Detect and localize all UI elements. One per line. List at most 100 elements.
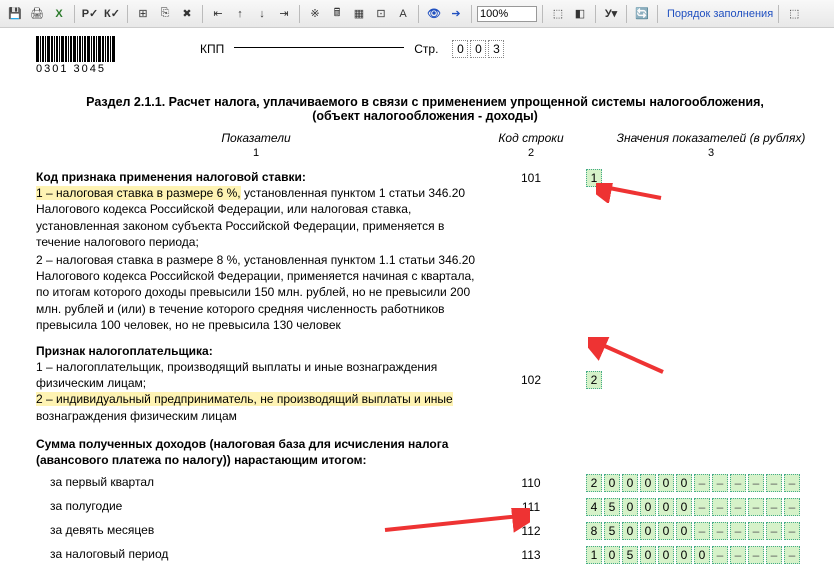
help-link[interactable]: Порядок заполнения <box>667 8 773 20</box>
document-page: 0301 3045 КПП Стр. 0 0 3 Раздел 2.1.1. Р… <box>0 28 834 588</box>
tool-v1-icon[interactable]: ⬚ <box>548 4 568 24</box>
digit-cell[interactable]: 0 <box>640 546 656 564</box>
tool-del-icon[interactable]: ✖ <box>177 4 197 24</box>
digit-cell[interactable]: 0 <box>604 474 620 492</box>
digit-cell[interactable] <box>784 522 800 540</box>
amount-cells[interactable]: 450000 <box>586 498 834 516</box>
digit-cell[interactable]: 0 <box>658 546 674 564</box>
amount-code: 110 <box>476 474 586 490</box>
digit-cell[interactable] <box>694 522 710 540</box>
kpp-label: КПП <box>200 42 224 56</box>
digit-cell[interactable]: 0 <box>640 522 656 540</box>
digit-cell[interactable] <box>748 474 764 492</box>
value-102[interactable]: 2 <box>586 371 602 389</box>
digit-cell[interactable]: 0 <box>640 474 656 492</box>
digit-cell[interactable]: 0 <box>676 498 692 516</box>
tool-next-icon[interactable]: ⇥ <box>274 4 294 24</box>
digit-cell[interactable] <box>712 546 728 564</box>
amount-label: за девять месяцев <box>36 522 476 538</box>
search-icon[interactable]: 👁 <box>424 4 444 24</box>
digit-cell[interactable] <box>766 498 782 516</box>
kpp-blank <box>234 47 404 48</box>
amount-cells[interactable]: 1050000 <box>586 546 834 564</box>
excel-icon[interactable]: X <box>49 4 69 24</box>
amount-label: за полугодие <box>36 498 476 514</box>
tool-ruler-icon[interactable]: ⊡ <box>371 4 391 24</box>
digit-cell[interactable]: 0 <box>694 546 710 564</box>
digit-cell[interactable]: 0 <box>622 498 638 516</box>
block3-title: Сумма полученных доходов (налоговая база… <box>36 436 476 468</box>
tool-u-icon[interactable]: У▾ <box>601 4 621 24</box>
digit-cell[interactable] <box>748 522 764 540</box>
digit-cell[interactable]: 8 <box>586 522 602 540</box>
value-101[interactable]: 1 <box>586 169 602 187</box>
amount-row: за налоговый период1131050000 <box>36 546 814 564</box>
digit-cell[interactable]: 0 <box>676 474 692 492</box>
save-icon[interactable]: 💾 <box>5 4 25 24</box>
digit-cell[interactable]: 5 <box>604 522 620 540</box>
tool-add-icon[interactable]: ⊞ <box>133 4 153 24</box>
digit-cell[interactable]: 0 <box>622 474 638 492</box>
digit-cell[interactable]: 0 <box>604 546 620 564</box>
tool-k-check-icon[interactable]: К✓ <box>102 4 122 24</box>
zoom-select[interactable] <box>477 6 537 22</box>
digit-cell[interactable] <box>712 498 728 516</box>
block2-highlight: 2 – индивидуальный предприниматель, не п… <box>36 392 453 406</box>
digit-cell[interactable] <box>712 522 728 540</box>
calc-icon[interactable]: 🖩 <box>327 4 347 24</box>
refresh-icon[interactable]: 🔄 <box>632 4 652 24</box>
amount-label: за налоговый период <box>36 546 476 562</box>
code-102: 102 <box>476 343 586 387</box>
digit-cell[interactable] <box>712 474 728 492</box>
digit-cell[interactable] <box>730 546 746 564</box>
digit-cell[interactable] <box>784 546 800 564</box>
digit-cell[interactable]: 4 <box>586 498 602 516</box>
tool-p-check-icon[interactable]: Р✓ <box>80 4 100 24</box>
print-icon[interactable]: 🖨 <box>27 4 47 24</box>
digit-cell[interactable]: 0 <box>676 522 692 540</box>
amount-code: 111 <box>476 498 586 514</box>
amount-code: 112 <box>476 522 586 538</box>
tool-prev-icon[interactable]: ⇤ <box>208 4 228 24</box>
tool-up-icon[interactable]: ↑ <box>230 4 250 24</box>
digit-cell[interactable]: 0 <box>676 546 692 564</box>
tool-v2-icon[interactable]: ◧ <box>570 4 590 24</box>
digit-cell[interactable]: 0 <box>658 474 674 492</box>
digit-cell[interactable] <box>730 522 746 540</box>
digit-cell[interactable] <box>784 498 800 516</box>
barcode-text: 0301 3045 <box>36 63 115 75</box>
digit-cell[interactable] <box>766 474 782 492</box>
tool-last-icon[interactable]: ⬚ <box>784 4 804 24</box>
digit-cell[interactable]: 0 <box>622 522 638 540</box>
page-cell: 3 <box>488 40 504 58</box>
digit-cell[interactable]: 5 <box>622 546 638 564</box>
tool-grid-icon[interactable]: ▦ <box>349 4 369 24</box>
amount-row: за первый квартал110200000 <box>36 474 814 492</box>
tool-down-icon[interactable]: ↓ <box>252 4 272 24</box>
digit-cell[interactable]: 0 <box>658 522 674 540</box>
tool-font-icon[interactable]: A <box>393 4 413 24</box>
amount-row: за полугодие111450000 <box>36 498 814 516</box>
digit-cell[interactable] <box>784 474 800 492</box>
amount-cells[interactable]: 200000 <box>586 474 834 492</box>
tool-m1-icon[interactable]: ※ <box>305 4 325 24</box>
digit-cell[interactable] <box>730 498 746 516</box>
digit-cell[interactable] <box>730 474 746 492</box>
header-row: КПП Стр. 0 0 3 <box>200 40 504 58</box>
digit-cell[interactable] <box>766 546 782 564</box>
digit-cell[interactable] <box>766 522 782 540</box>
goto-icon[interactable]: ➔ <box>446 4 466 24</box>
digit-cell[interactable] <box>748 546 764 564</box>
code-101: 101 <box>476 169 586 185</box>
digit-cell[interactable]: 2 <box>586 474 602 492</box>
digit-cell[interactable]: 5 <box>604 498 620 516</box>
digit-cell[interactable] <box>748 498 764 516</box>
digit-cell[interactable] <box>694 474 710 492</box>
section-title: Раздел 2.1.1. Расчет налога, уплачиваемо… <box>36 95 814 123</box>
digit-cell[interactable] <box>694 498 710 516</box>
tool-copy-icon[interactable]: ⎘ <box>155 4 175 24</box>
digit-cell[interactable]: 1 <box>586 546 602 564</box>
digit-cell[interactable]: 0 <box>658 498 674 516</box>
amount-cells[interactable]: 850000 <box>586 522 834 540</box>
digit-cell[interactable]: 0 <box>640 498 656 516</box>
